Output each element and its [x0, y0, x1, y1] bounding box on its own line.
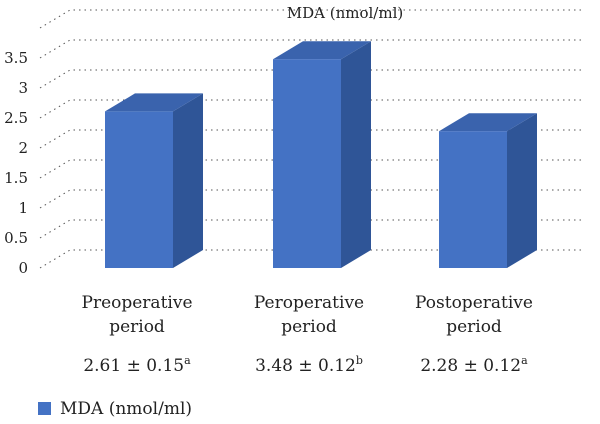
y-tick-label: 1 [18, 199, 28, 217]
value-labels: 2.61 ± 0.15a 3.48 ± 0.12b 2.28 ± 0.12a [83, 354, 528, 376]
value-label: 2.28 ± 0.12a [420, 354, 528, 376]
category-label: Peroperative [254, 293, 364, 313]
bars [105, 41, 537, 269]
gridline [39, 159, 585, 179]
bar-front [439, 131, 507, 268]
category-label: period [446, 317, 502, 337]
y-tick-label: 1.5 [4, 169, 28, 187]
y-tick-label: 2 [18, 139, 28, 157]
bar-top [439, 113, 537, 132]
category-label: Postoperative [415, 293, 533, 313]
gridline [39, 189, 585, 209]
chart-title: MDA (nmol/ml) [287, 4, 403, 22]
bar-front [105, 111, 173, 269]
y-tick-label: 3.5 [4, 49, 28, 67]
bar-top [273, 41, 371, 60]
gridline [39, 39, 585, 59]
gridline [39, 9, 585, 29]
value-label-superscript: b [356, 354, 363, 367]
category-labels: Preoperative period Peroperative period Post… [82, 293, 533, 337]
bar [105, 93, 203, 269]
bar-side [173, 93, 203, 269]
category-label: period [109, 317, 165, 337]
gridline [39, 219, 585, 239]
bar-side [341, 41, 371, 269]
legend-label: MDA (nmol/ml) [60, 399, 192, 419]
gridline [39, 249, 585, 269]
value-label-superscript: a [184, 354, 191, 367]
category-label: period [281, 317, 337, 337]
legend-swatch [38, 402, 51, 415]
category-label: Preoperative [82, 293, 193, 313]
bar [273, 41, 371, 269]
bar-top [105, 93, 203, 112]
gridline [39, 99, 585, 119]
bar [439, 113, 537, 268]
gridline [39, 69, 585, 89]
gridlines [39, 9, 585, 269]
bar-front [273, 59, 341, 269]
gridline [39, 129, 585, 149]
y-tick-label: 0 [18, 259, 28, 277]
legend: MDA (nmol/ml) [38, 399, 192, 419]
value-label: 3.48 ± 0.12b [255, 354, 363, 376]
value-label: 2.61 ± 0.15a [83, 354, 191, 376]
y-tick-label: 2.5 [4, 109, 28, 127]
value-label-superscript: a [521, 354, 528, 367]
bar-side [507, 113, 537, 268]
y-tick-label: 3 [18, 79, 28, 97]
y-axis-ticks: 0 0.5 1 1.5 2 2.5 3 3.5 [4, 49, 28, 277]
y-tick-label: 0.5 [4, 229, 28, 247]
